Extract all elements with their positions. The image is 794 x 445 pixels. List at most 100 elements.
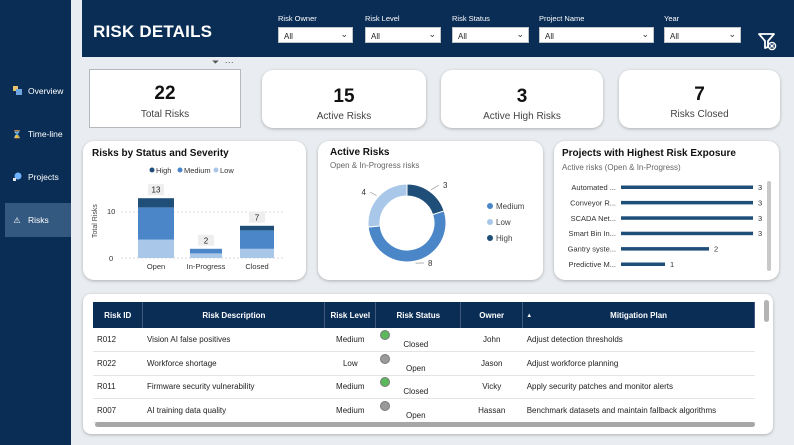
status-indicator-icon bbox=[379, 377, 390, 388]
total-label-bg bbox=[148, 184, 164, 196]
chart-title: Projects with Highest Risk Exposure bbox=[562, 148, 736, 159]
table-row[interactable]: R012 Vision AI false positives Medium Close… bbox=[93, 328, 755, 352]
legend-medium: Medium bbox=[184, 166, 211, 175]
filter-label: Risk Status bbox=[452, 14, 490, 23]
dropdown-value: All bbox=[545, 32, 554, 41]
cell-owner: Vicky bbox=[460, 375, 523, 399]
status-text: Closed bbox=[403, 340, 429, 349]
table-row[interactable]: R011 Firmware security vulnerability Mediu… bbox=[93, 375, 755, 399]
year-dropdown[interactable]: All ⌄ bbox=[664, 27, 741, 43]
nav-item-risks[interactable]: ⚠ Risks bbox=[5, 203, 71, 237]
kpi-card-active-risks[interactable]: 15 Active Risks bbox=[262, 70, 426, 128]
col-mitigation-plan[interactable]: ▲ Mitigation Plan bbox=[522, 302, 755, 328]
chart-title: Risks by Status and Severity bbox=[92, 148, 229, 159]
y-tick-label: Smart Bin In... bbox=[568, 229, 616, 238]
risk-owner-dropdown[interactable]: All ⌄ bbox=[278, 27, 353, 43]
filter-icon[interactable]: ⏷ bbox=[212, 57, 220, 67]
total-label-bg bbox=[198, 234, 214, 246]
clear-filter-icon[interactable] bbox=[757, 31, 777, 51]
kpi-value: 3 bbox=[516, 86, 528, 107]
risk-table-card: Risk ID Risk Description Risk Level Risk… bbox=[83, 294, 773, 434]
kpi-card-active-high-risks[interactable]: 3 Active High Risks bbox=[441, 70, 603, 128]
chevron-down-icon: ⌄ bbox=[516, 29, 524, 39]
table-row[interactable]: R007 AI training data quality Medium Open Ha… bbox=[93, 398, 755, 423]
hourglass-icon: ⌛ bbox=[12, 129, 22, 139]
y-tick-label: Conveyor R... bbox=[570, 198, 616, 207]
x-tick-label: Closed bbox=[245, 262, 268, 271]
exposure-bar bbox=[621, 216, 753, 220]
chevron-down-icon: ⌄ bbox=[641, 29, 649, 39]
filter-label: Project Name bbox=[539, 14, 585, 23]
cell-risk-level: Medium bbox=[324, 398, 376, 423]
bar-value-label: 1 bbox=[670, 260, 674, 269]
cell-mitigation-plan: Adjust workforce planning bbox=[522, 351, 755, 376]
kpi-card-total-risks[interactable]: 22 Total Risks bbox=[89, 69, 241, 128]
kpi-card-risks-closed[interactable]: 7 Risks Closed bbox=[619, 70, 780, 128]
more-options-icon[interactable]: ⋯ bbox=[224, 57, 234, 67]
total-label: 13 bbox=[152, 186, 161, 195]
table-header-row: Risk ID Risk Description Risk Level Risk… bbox=[93, 302, 755, 328]
cell-risk-status: Open bbox=[375, 398, 461, 423]
bar-segment-low bbox=[190, 253, 222, 258]
donut-slice-medium bbox=[367, 210, 447, 263]
sort-asc-icon: ▲ bbox=[526, 313, 533, 319]
filter-risk-status: Risk Status All ⌄ bbox=[452, 14, 529, 43]
table-row[interactable]: R022 Workforce shortage Low Open Jason Adjust… bbox=[93, 351, 755, 376]
status-text: Open bbox=[405, 363, 426, 373]
nav-item-projects[interactable]: Projects bbox=[5, 160, 71, 194]
col-risk-status[interactable]: Risk Status bbox=[375, 302, 462, 328]
nav-item-timeline[interactable]: ⌛ Time-line bbox=[5, 117, 71, 151]
cell-risk-status: Closed bbox=[375, 375, 461, 399]
risk-status-dropdown[interactable]: All ⌄ bbox=[452, 27, 529, 43]
kpi-label: Total Risks bbox=[140, 109, 190, 120]
filter-label: Risk Owner bbox=[278, 14, 317, 23]
nav-label: Risks bbox=[28, 215, 49, 225]
filter-risk-owner: Risk Owner All ⌄ bbox=[278, 14, 353, 43]
donut-leader-line bbox=[430, 184, 440, 191]
cell-description: Workforce shortage bbox=[142, 351, 325, 376]
overview-icon bbox=[12, 85, 22, 97]
nav-item-overview[interactable]: Overview bbox=[5, 74, 71, 108]
kpi-label: Risks Closed bbox=[670, 109, 729, 120]
active-risks-chart-card: Active Risks Open & In-Progress risks Me… bbox=[318, 141, 543, 280]
table-horizontal-scrollbar[interactable] bbox=[95, 422, 755, 427]
exposure-bar bbox=[621, 247, 709, 251]
legend-low-marker bbox=[213, 167, 219, 173]
page-header: RISK DETAILS Risk Owner All ⌄ Risk Level … bbox=[82, 0, 794, 57]
cell-risk-id: R011 bbox=[93, 375, 143, 399]
col-risk-id[interactable]: Risk ID bbox=[93, 302, 144, 328]
filter-year: Year All ⌄ bbox=[664, 14, 741, 43]
exposure-bar bbox=[621, 262, 665, 266]
project-name-dropdown[interactable]: All ⌄ bbox=[539, 27, 654, 43]
cell-risk-status: Closed bbox=[375, 328, 461, 352]
table-vertical-scrollbar[interactable] bbox=[764, 300, 769, 322]
cell-mitigation-plan: Benchmark datasets and maintain fallback… bbox=[522, 398, 755, 423]
filter-label: Year bbox=[664, 14, 680, 23]
donut-slice-low bbox=[367, 183, 408, 228]
filter-label: Risk Level bbox=[365, 14, 400, 23]
cell-risk-level: Medium bbox=[324, 328, 376, 352]
col-owner[interactable]: Owner bbox=[460, 302, 524, 328]
legend-high: High bbox=[496, 234, 512, 243]
risk-level-dropdown[interactable]: All ⌄ bbox=[365, 27, 441, 43]
cell-risk-id: R007 bbox=[93, 398, 143, 423]
kpi-label: Active High Risks bbox=[483, 111, 561, 122]
legend-high-marker bbox=[487, 235, 493, 241]
bar-segment-high bbox=[240, 225, 274, 231]
status-indicator-icon bbox=[379, 400, 390, 411]
cell-description: Vision AI false positives bbox=[142, 328, 325, 352]
cell-description: Firmware security vulnerability bbox=[142, 375, 325, 399]
donut-leader-line bbox=[369, 191, 377, 196]
kpi-value: 7 bbox=[694, 84, 705, 105]
col-risk-level[interactable]: Risk Level bbox=[324, 302, 377, 328]
bar-value-label: 3 bbox=[758, 214, 762, 223]
kpi-label: Active Risks bbox=[316, 111, 372, 122]
dropdown-value: All bbox=[670, 32, 679, 41]
y-tick-label: Predictive M... bbox=[568, 260, 616, 269]
exposure-bar bbox=[621, 231, 753, 236]
projects-icon bbox=[12, 172, 22, 183]
col-risk-description[interactable]: Risk Description bbox=[142, 302, 326, 328]
filter-project-name: Project Name All ⌄ bbox=[539, 14, 654, 43]
total-label: 7 bbox=[255, 213, 260, 222]
cell-owner: John bbox=[460, 328, 523, 352]
